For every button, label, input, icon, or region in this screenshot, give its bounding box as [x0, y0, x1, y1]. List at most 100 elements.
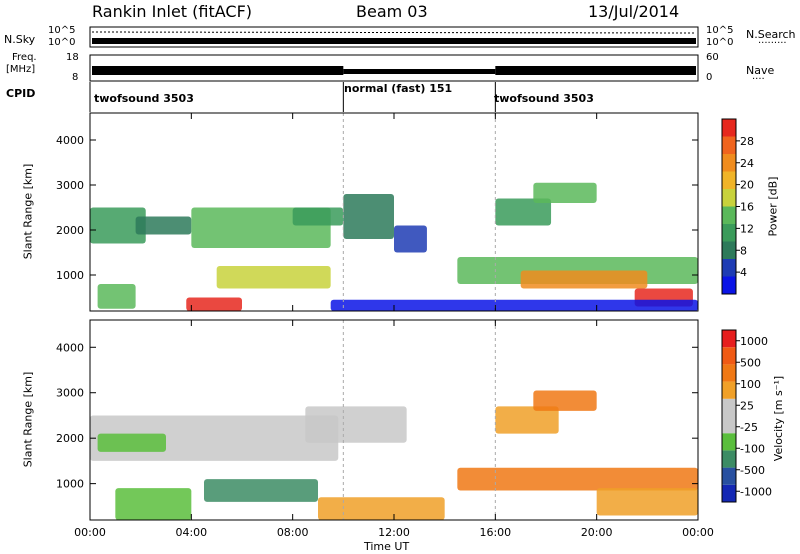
velocity-colorbar-cell-0 [722, 484, 736, 502]
power-colorbar-cell-6 [722, 171, 736, 189]
search-dotted-key: ········· [758, 38, 787, 49]
power-colorbar-cell-5 [722, 189, 736, 207]
xtick-label-0: 00:00 [74, 526, 106, 539]
sky-tick-bottom: 10^0 [48, 37, 76, 48]
power-ytick-label-1: 2000 [56, 224, 84, 237]
velocity-region-7 [596, 488, 698, 516]
velocity-cb-tick-label-0: 1000 [740, 335, 768, 348]
search-tick-top: 10^5 [706, 25, 734, 36]
freq-band-3 [495, 66, 696, 75]
freq-tick-top: 18 [66, 52, 79, 63]
search-tick-bottom: 10^0 [706, 37, 734, 48]
nave-tick-bottom: 0 [706, 72, 713, 83]
velocity-region-6 [457, 467, 698, 491]
power-ytick-label-3: 4000 [56, 134, 84, 147]
xtick-label-2: 08:00 [277, 526, 309, 539]
velocity-region-3 [115, 488, 192, 520]
cpid-segment-3: twofsound 3503 [494, 92, 594, 105]
velocity-cb-tick-label-1: 500 [740, 356, 761, 369]
power-region-10 [520, 270, 648, 289]
velocity-cb-tick-label-3: 25 [740, 399, 754, 412]
velocity-colorbar-frame [721, 329, 737, 503]
velocity-cb-tick-label-7: -1000 [740, 485, 772, 498]
velocity-cb-tick-label-4: -25 [740, 421, 758, 434]
xtick-label-1: 04:00 [175, 526, 207, 539]
power-region-1 [135, 216, 192, 235]
power-region-3 [186, 297, 242, 311]
velocity-ytick-label-3: 4000 [56, 341, 84, 354]
power-colorbar-cell-8 [722, 136, 736, 154]
power-colorbar-cell-4 [722, 206, 736, 224]
sky-panel-frame [89, 26, 699, 48]
xtick-label-3: 12:00 [378, 526, 410, 539]
power-cb-tick-label-1: 8 [740, 244, 747, 257]
power-region-7 [343, 194, 394, 239]
power-region-0 [90, 207, 146, 244]
power-cb-tick-label-2: 12 [740, 222, 754, 235]
power-region-5 [216, 266, 331, 289]
power-cb-tick-label-5: 24 [740, 157, 754, 170]
xtick-label-5: 20:00 [581, 526, 613, 539]
station-title: Rankin Inlet (fitACF) [92, 2, 253, 21]
velocity-colorbar-cell-5 [722, 398, 736, 416]
freq-band-2 [343, 69, 496, 74]
velocity-cb-tick-label-2: 100 [740, 378, 761, 391]
power-colorbar-cell-9 [722, 119, 736, 137]
power-colorbar-cell-3 [722, 224, 736, 242]
power-colorbar-cell-7 [722, 154, 736, 172]
power-cb-tick-label-6: 28 [740, 135, 754, 148]
power-ytick-label-0: 1000 [56, 269, 84, 282]
velocity-region-1 [97, 433, 166, 452]
velocity-colorbar-label: Velocity [m s⁻¹] [772, 375, 786, 462]
beam-label: Beam 03 [356, 2, 428, 21]
nave-label: Nave [746, 64, 775, 77]
velocity-ytick-label-1: 2000 [56, 432, 84, 445]
velocity-region-8 [495, 406, 559, 434]
velocity-colorbar-cell-3 [722, 433, 736, 451]
velocity-ylabel: Slant Range [km] [21, 371, 35, 468]
power-region-6 [292, 207, 344, 226]
velocity-colorbar-cell-4 [722, 416, 736, 434]
power-cb-tick-label-3: 16 [740, 201, 754, 214]
velocity-colorbar-cell-9 [722, 330, 736, 348]
velocity-region-9 [533, 390, 597, 411]
cpid-segment-1: twofsound 3503 [94, 92, 194, 105]
power-region-12 [495, 198, 552, 226]
nave-dotted-key: ···· [752, 74, 765, 85]
freq-band-1 [92, 66, 344, 75]
xtick-label-6: 00:00 [682, 526, 714, 539]
power-region-8 [394, 225, 427, 253]
freq-tick-bottom: 8 [72, 72, 79, 83]
date-label: 13/Jul/2014 [588, 2, 680, 21]
power-colorbar-cell-2 [722, 241, 736, 259]
power-ylabel: Slant Range [km] [21, 163, 35, 260]
velocity-cb-tick-label-5: -100 [740, 442, 765, 455]
velocity-colorbar-cell-1 [722, 467, 736, 485]
velocity-region-4 [305, 406, 407, 443]
velocity-ytick-label-0: 1000 [56, 478, 84, 491]
search-label: N.Search [746, 28, 796, 41]
power-colorbar-cell-0 [722, 276, 736, 294]
velocity-colorbar-cell-6 [722, 381, 736, 399]
freq-label-1: Freq. [12, 52, 37, 63]
freq-label-2: [MHz] [6, 64, 36, 75]
power-region-14 [330, 299, 698, 311]
nave-tick-top: 60 [706, 52, 719, 63]
velocity-ytick-label-2: 3000 [56, 387, 84, 400]
power-region-13 [533, 182, 597, 203]
sky-label: N.Sky [4, 33, 36, 46]
cpid-segment-2: normal (fast) 151 [344, 82, 453, 95]
xtick-label-4: 16:00 [479, 526, 511, 539]
velocity-colorbar-cell-7 [722, 364, 736, 382]
velocity-colorbar-cell-2 [722, 450, 736, 468]
time-axis-label: Time UT [364, 540, 410, 553]
power-ytick-label-2: 3000 [56, 179, 84, 192]
cpid-label: CPID [6, 87, 36, 100]
power-cb-tick-label-4: 20 [740, 179, 754, 192]
power-colorbar-label: Power [dB] [766, 176, 780, 237]
power-cb-tick-label-0: 4 [740, 266, 747, 279]
velocity-cb-tick-label-6: -500 [740, 464, 765, 477]
search-noise-trace [91, 31, 697, 34]
